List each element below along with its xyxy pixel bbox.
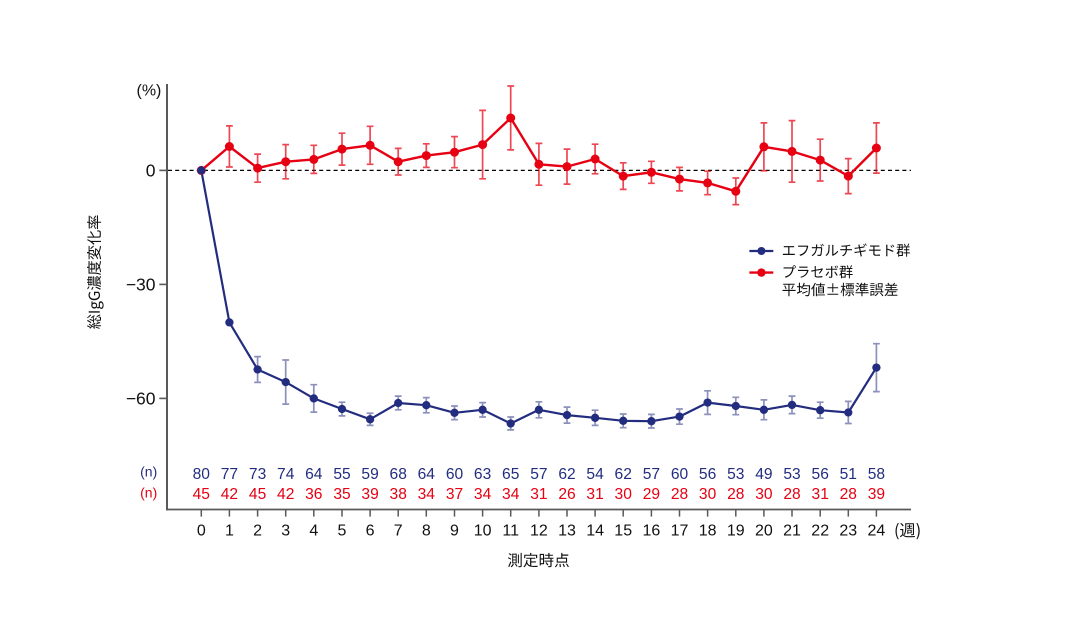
svg-text:34: 34 bbox=[502, 486, 520, 503]
svg-text:−30: −30 bbox=[126, 275, 156, 295]
svg-text:42: 42 bbox=[221, 486, 238, 503]
svg-text:39: 39 bbox=[868, 486, 885, 503]
svg-text:29: 29 bbox=[643, 486, 660, 503]
svg-text:51: 51 bbox=[840, 466, 857, 483]
svg-text:30: 30 bbox=[615, 486, 633, 503]
svg-text:45: 45 bbox=[193, 486, 211, 503]
svg-text:2: 2 bbox=[253, 522, 262, 539]
svg-text:60: 60 bbox=[671, 466, 689, 483]
svg-text:19: 19 bbox=[727, 522, 745, 539]
svg-text:9: 9 bbox=[450, 522, 459, 539]
svg-text:73: 73 bbox=[249, 466, 266, 483]
svg-text:57: 57 bbox=[530, 466, 547, 483]
svg-text:80: 80 bbox=[193, 466, 211, 483]
svg-text:6: 6 bbox=[366, 522, 375, 539]
svg-text:56: 56 bbox=[812, 466, 829, 483]
svg-text:7: 7 bbox=[394, 522, 403, 539]
svg-text:30: 30 bbox=[699, 486, 717, 503]
svg-text:18: 18 bbox=[699, 522, 717, 539]
svg-text:24: 24 bbox=[868, 522, 886, 539]
svg-text:45: 45 bbox=[249, 486, 267, 503]
svg-text:31: 31 bbox=[530, 486, 547, 503]
svg-text:31: 31 bbox=[586, 486, 603, 503]
svg-text:55: 55 bbox=[333, 466, 351, 483]
svg-text:35: 35 bbox=[333, 486, 351, 503]
svg-text:0: 0 bbox=[146, 161, 156, 181]
svg-text:15: 15 bbox=[614, 522, 632, 539]
svg-text:77: 77 bbox=[221, 466, 238, 483]
svg-text:34: 34 bbox=[474, 486, 492, 503]
svg-text:65: 65 bbox=[502, 466, 520, 483]
svg-text:58: 58 bbox=[868, 466, 885, 483]
svg-text:13: 13 bbox=[558, 522, 576, 539]
svg-text:17: 17 bbox=[671, 522, 689, 539]
svg-text:23: 23 bbox=[839, 522, 857, 539]
svg-text:64: 64 bbox=[305, 466, 323, 483]
svg-text:53: 53 bbox=[727, 466, 744, 483]
svg-text:20: 20 bbox=[755, 522, 773, 539]
svg-text:54: 54 bbox=[586, 466, 604, 483]
svg-text:57: 57 bbox=[643, 466, 660, 483]
svg-text:22: 22 bbox=[811, 522, 829, 539]
svg-text:53: 53 bbox=[783, 466, 800, 483]
svg-text:3: 3 bbox=[281, 522, 290, 539]
svg-text:12: 12 bbox=[530, 522, 548, 539]
svg-text:49: 49 bbox=[755, 466, 772, 483]
svg-text:10: 10 bbox=[474, 522, 492, 539]
svg-text:36: 36 bbox=[305, 486, 322, 503]
svg-text:16: 16 bbox=[643, 522, 661, 539]
svg-text:28: 28 bbox=[840, 486, 857, 503]
svg-text:26: 26 bbox=[558, 486, 575, 503]
svg-text:56: 56 bbox=[699, 466, 716, 483]
svg-text:63: 63 bbox=[474, 466, 491, 483]
svg-text:34: 34 bbox=[418, 486, 436, 503]
svg-text:14: 14 bbox=[586, 522, 604, 539]
svg-text:−60: −60 bbox=[126, 389, 156, 409]
svg-text:5: 5 bbox=[338, 522, 347, 539]
svg-text:8: 8 bbox=[422, 522, 431, 539]
svg-text:42: 42 bbox=[277, 486, 294, 503]
svg-text:4: 4 bbox=[309, 522, 318, 539]
svg-text:28: 28 bbox=[783, 486, 800, 503]
svg-text:64: 64 bbox=[418, 466, 436, 483]
svg-text:(%): (%) bbox=[137, 83, 162, 100]
svg-text:11: 11 bbox=[502, 522, 519, 539]
svg-text:39: 39 bbox=[361, 486, 378, 503]
svg-text:62: 62 bbox=[615, 466, 632, 483]
svg-text:74: 74 bbox=[277, 466, 295, 483]
svg-text:0: 0 bbox=[197, 522, 206, 539]
svg-text:60: 60 bbox=[446, 466, 464, 483]
svg-text:59: 59 bbox=[361, 466, 378, 483]
svg-text:28: 28 bbox=[671, 486, 688, 503]
svg-text:38: 38 bbox=[390, 486, 407, 503]
svg-text:68: 68 bbox=[390, 466, 407, 483]
svg-text:21: 21 bbox=[783, 522, 801, 539]
svg-text:37: 37 bbox=[446, 486, 463, 503]
svg-text:1: 1 bbox=[225, 522, 234, 539]
svg-text:30: 30 bbox=[755, 486, 773, 503]
svg-text:31: 31 bbox=[812, 486, 829, 503]
svg-text:(n): (n) bbox=[140, 485, 157, 501]
svg-text:(n): (n) bbox=[140, 464, 157, 480]
svg-text:62: 62 bbox=[558, 466, 575, 483]
svg-text:28: 28 bbox=[727, 486, 744, 503]
